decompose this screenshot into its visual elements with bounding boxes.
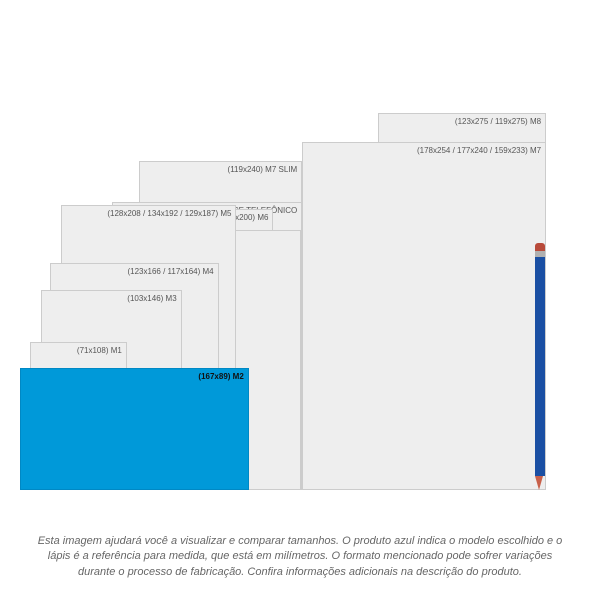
size-rect-label: (167x89) M2 [198,372,243,382]
pencil-reference [535,243,545,490]
size-rect-label: (123x166 / 117x164) M4 [127,267,213,277]
size-rect-label: (71x108) M1 [77,346,122,356]
size-rect-label: (103x146) M3 [127,294,176,304]
size-rect-label: (128x208 / 134x192 / 129x187) M5 [107,209,231,219]
size-comparison-stage: (200x270 / 200x275) M9(210x290) CALENDÁR… [20,0,600,490]
size-rect-label: (123x275 / 119x275) M8 [455,117,541,127]
size-rect-r-m2: (167x89) M2 [20,368,249,490]
size-rect-label: (178x254 / 177x240 / 159x233) M7 [417,146,541,156]
pencil-body [535,257,545,476]
caption-text: Esta imagem ajudará você a visualizar e … [30,534,570,580]
pencil-tip [535,476,543,490]
size-rect-label: (119x240) M7 SLIM [228,165,298,175]
size-rect-r-m7: (178x254 / 177x240 / 159x233) M7 [302,142,546,490]
pencil-eraser [535,243,545,251]
